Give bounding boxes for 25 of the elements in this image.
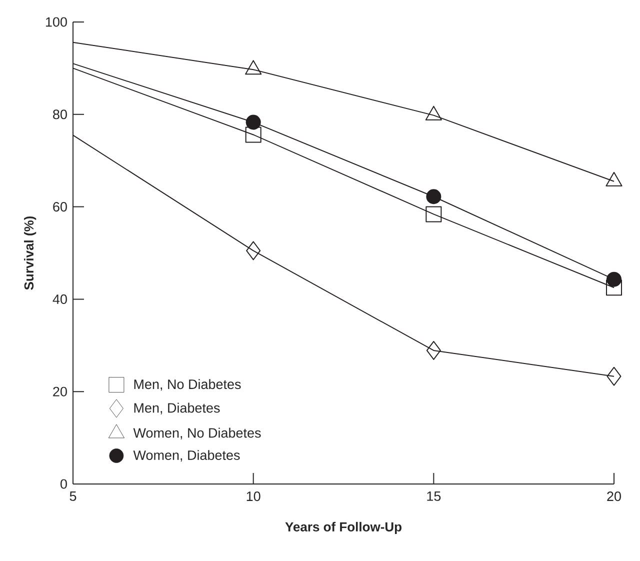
point bbox=[426, 206, 442, 222]
x-tick-label: 20 bbox=[607, 492, 621, 502]
legend-label: Men, Diabetes bbox=[134, 402, 220, 414]
point bbox=[606, 366, 622, 386]
y-tick-label: 60 bbox=[53, 202, 67, 212]
point bbox=[606, 280, 622, 296]
x-tick-label: 5 bbox=[70, 492, 76, 501]
y-axis-title: Survival (%) bbox=[24, 216, 36, 290]
x-tick-label: 15 bbox=[427, 492, 441, 501]
legend-label: Women, No Diabetes bbox=[133, 428, 261, 440]
legend-label: Men, No Diabetes bbox=[134, 379, 241, 391]
point bbox=[426, 340, 441, 360]
point bbox=[246, 241, 261, 260]
point bbox=[245, 126, 262, 143]
y-tick-label: 20 bbox=[53, 386, 67, 396]
legend-label: Women, Diabetes bbox=[133, 450, 240, 462]
y-tick-label: 40 bbox=[52, 294, 67, 304]
y-tick-label: 80 bbox=[53, 110, 67, 120]
y-tick-label: 100 bbox=[46, 17, 67, 27]
point bbox=[426, 189, 442, 204]
y-tick-label: 0 bbox=[60, 479, 67, 489]
x-tick-label: 10 bbox=[246, 492, 260, 502]
x-axis-title: Years of Follow-Up bbox=[285, 522, 402, 534]
point bbox=[606, 272, 622, 287]
point bbox=[246, 114, 261, 130]
